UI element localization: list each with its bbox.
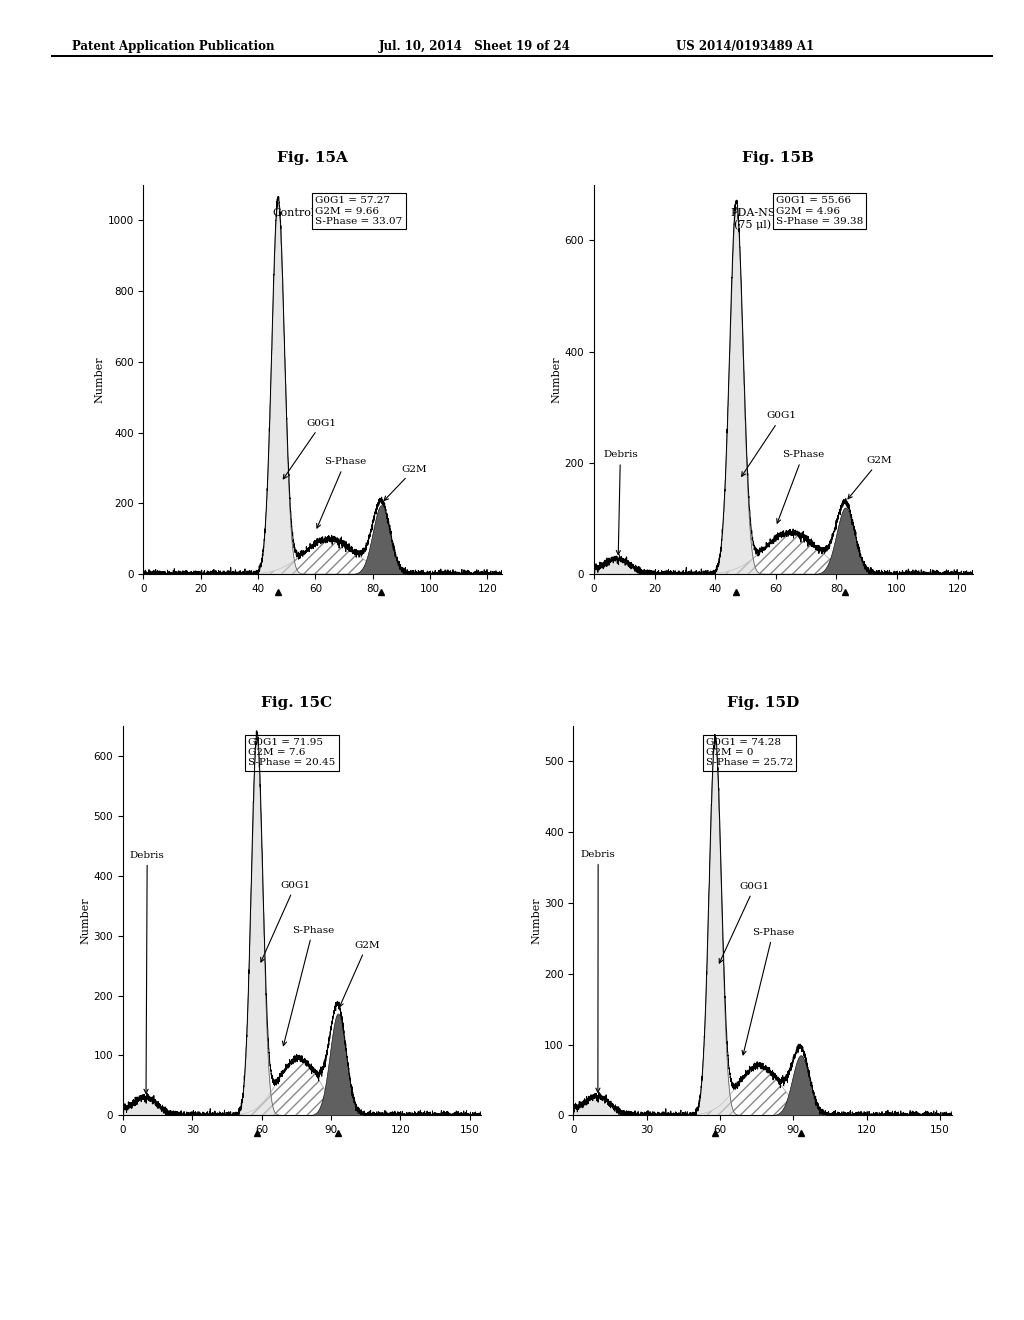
Text: Patent Application Publication: Patent Application Publication — [72, 40, 274, 53]
Y-axis label: Number: Number — [95, 356, 104, 403]
Text: Fig. 15D: Fig. 15D — [727, 696, 799, 710]
Text: G2M: G2M — [848, 455, 892, 499]
Y-axis label: Number: Number — [531, 898, 542, 944]
Text: G0G1: G0G1 — [719, 882, 770, 964]
Text: CP-PDA-NS
(50 μl): CP-PDA-NS (50 μl) — [252, 750, 316, 772]
Text: Debris: Debris — [603, 450, 638, 554]
Text: Debris: Debris — [130, 851, 165, 1093]
Text: US 2014/0193489 A1: US 2014/0193489 A1 — [676, 40, 814, 53]
Y-axis label: Number: Number — [81, 898, 91, 944]
Text: G0G1: G0G1 — [284, 418, 337, 479]
Text: S-Phase: S-Phase — [316, 458, 367, 528]
Text: PDA-NS
(75 μl): PDA-NS (75 μl) — [730, 209, 776, 231]
Text: G0G1 = 74.28
G2M = 0
S-Phase = 25.72: G0G1 = 74.28 G2M = 0 S-Phase = 25.72 — [707, 738, 794, 767]
Text: S-Phase: S-Phase — [777, 450, 824, 523]
Text: G0G1: G0G1 — [261, 880, 310, 962]
Text: Debris: Debris — [581, 850, 615, 1092]
Text: Control: Control — [272, 209, 315, 218]
Y-axis label: Number: Number — [552, 356, 562, 403]
Text: G0G1 = 55.66
G2M = 4.96
S-Phase = 39.38: G0G1 = 55.66 G2M = 4.96 S-Phase = 39.38 — [776, 197, 863, 226]
Text: S-Phase: S-Phase — [742, 928, 795, 1055]
Text: G0G1 = 57.27
G2M = 9.66
S-Phase = 33.07: G0G1 = 57.27 G2M = 9.66 S-Phase = 33.07 — [315, 197, 402, 226]
Text: S-Phase: S-Phase — [283, 925, 334, 1045]
Text: G0G1: G0G1 — [741, 412, 797, 477]
Text: Fig. 15A: Fig. 15A — [276, 150, 348, 165]
Text: Fig. 15B: Fig. 15B — [742, 150, 814, 165]
Text: G2M: G2M — [384, 465, 427, 500]
Text: Fig. 15C: Fig. 15C — [261, 696, 333, 710]
Text: Jul. 10, 2014   Sheet 19 of 24: Jul. 10, 2014 Sheet 19 of 24 — [379, 40, 570, 53]
Text: G0G1 = 71.95
G2M = 7.6
S-Phase = 20.45: G0G1 = 71.95 G2M = 7.6 S-Phase = 20.45 — [248, 738, 336, 767]
Text: G2M: G2M — [339, 941, 380, 1007]
Text: CP-PDA-NS
(75 μl): CP-PDA-NS (75 μl) — [712, 750, 776, 772]
